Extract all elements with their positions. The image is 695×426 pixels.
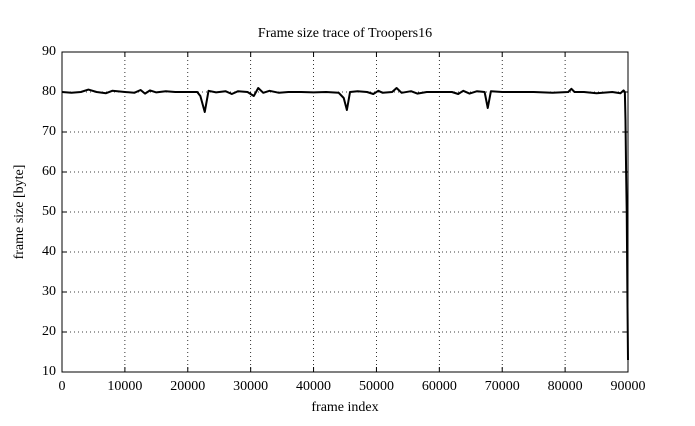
x-tick-label: 80000: [548, 379, 583, 394]
y-axis-label: frame size [byte]: [12, 165, 27, 260]
y-tick-label: 70: [42, 124, 56, 139]
y-tick-label: 30: [42, 284, 56, 299]
x-tick-label: 50000: [359, 379, 394, 394]
y-tick-label: 10: [42, 364, 56, 379]
x-axis-label: frame index: [311, 400, 378, 415]
x-tick-label: 30000: [233, 379, 268, 394]
y-tick-label: 90: [42, 44, 56, 59]
x-tick-label: 0: [59, 379, 66, 394]
x-tick-label: 60000: [422, 379, 457, 394]
chart-title: Frame size trace of Troopers16: [258, 26, 432, 41]
y-tick-label: 80: [42, 84, 56, 99]
x-tick-label: 20000: [170, 379, 205, 394]
y-tick-label: 20: [42, 324, 56, 339]
y-tick-label: 50: [42, 204, 56, 219]
y-tick-label: 40: [42, 244, 56, 259]
x-tick-label: 70000: [485, 379, 520, 394]
y-tick-label: 60: [42, 164, 56, 179]
x-tick-label: 40000: [296, 379, 331, 394]
data-line: [61, 87, 629, 361]
x-tick-label: 10000: [107, 379, 142, 394]
x-tick-label: 90000: [611, 379, 646, 394]
